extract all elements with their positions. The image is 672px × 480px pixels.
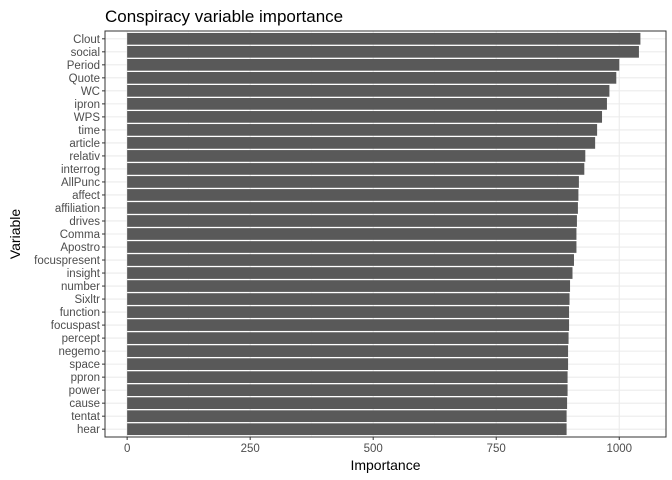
x-tick-label: 1000 [606,443,632,455]
y-tick-label: insight [67,268,101,280]
bar [127,410,567,423]
y-tick-label: time [78,125,100,137]
y-tick-label: Sixltr [74,294,100,306]
y-tick-label: ppron [71,372,100,384]
y-tick-label: percept [62,333,101,345]
y-tick-label: focuspresent [34,255,101,267]
bar [127,150,586,162]
x-tick-label: 0 [124,443,130,455]
y-tick-label: Apostro [60,242,100,254]
y-tick-label: affiliation [55,203,100,215]
bar [127,189,579,201]
y-tick-label: drives [69,216,100,228]
y-tick-label: space [69,359,100,371]
bar [127,58,620,71]
y-tick-label: number [61,281,100,293]
bar [127,306,570,318]
bar [127,202,578,214]
bar [127,241,577,253]
bar [127,45,639,58]
y-tick-label: Quote [69,73,100,85]
y-axis-ticks: CloutsocialPeriodQuoteWCipronWPStimearti… [34,34,105,436]
y-tick-label: WPS [74,112,101,124]
y-tick-label: Comma [60,229,101,241]
bar [127,124,598,136]
bar [127,332,569,344]
y-axis-title: Variable [7,209,23,260]
bar [127,345,569,357]
bar [127,319,570,331]
bar [127,371,568,383]
y-tick-label: ipron [74,99,100,111]
bar-layer [127,32,641,436]
y-tick-label: article [69,138,100,150]
y-tick-label: social [71,47,100,59]
y-tick-label: function [60,307,100,319]
bar [127,293,570,305]
bar [127,397,568,410]
bar [127,163,585,175]
bar [127,423,567,436]
x-tick-label: 750 [487,443,506,455]
x-axis-ticks: 0 250 500 750 1000 [124,437,632,455]
bar [127,358,569,370]
bar [127,176,579,188]
chart-title: Conspiracy variable importance [105,7,343,26]
y-tick-label: cause [69,398,100,410]
y-tick-label: relativ [69,151,100,163]
bar [127,85,610,97]
bar [127,215,577,227]
bar [127,111,603,123]
y-tick-label: negemo [58,346,100,358]
bar [127,228,577,240]
bar [127,254,574,266]
bar [127,71,617,84]
bar [127,384,568,397]
y-tick-label: interrog [61,164,100,176]
y-tick-label: WC [81,86,100,98]
bar [127,98,607,110]
y-tick-label: Period [67,60,100,72]
y-tick-label: affect [72,190,101,202]
bar [127,267,573,279]
y-tick-label: power [69,385,100,397]
x-axis-title: Importance [350,457,420,473]
x-tick-label: 250 [241,443,260,455]
y-tick-label: tentat [71,411,101,423]
y-tick-label: focuspast [51,320,101,332]
bar [127,137,596,149]
bar [127,280,571,292]
y-tick-label: AllPunc [61,177,100,189]
x-tick-label: 500 [364,443,383,455]
y-tick-label: Clout [73,34,101,46]
bar [127,32,641,45]
y-tick-label: hear [77,424,100,436]
